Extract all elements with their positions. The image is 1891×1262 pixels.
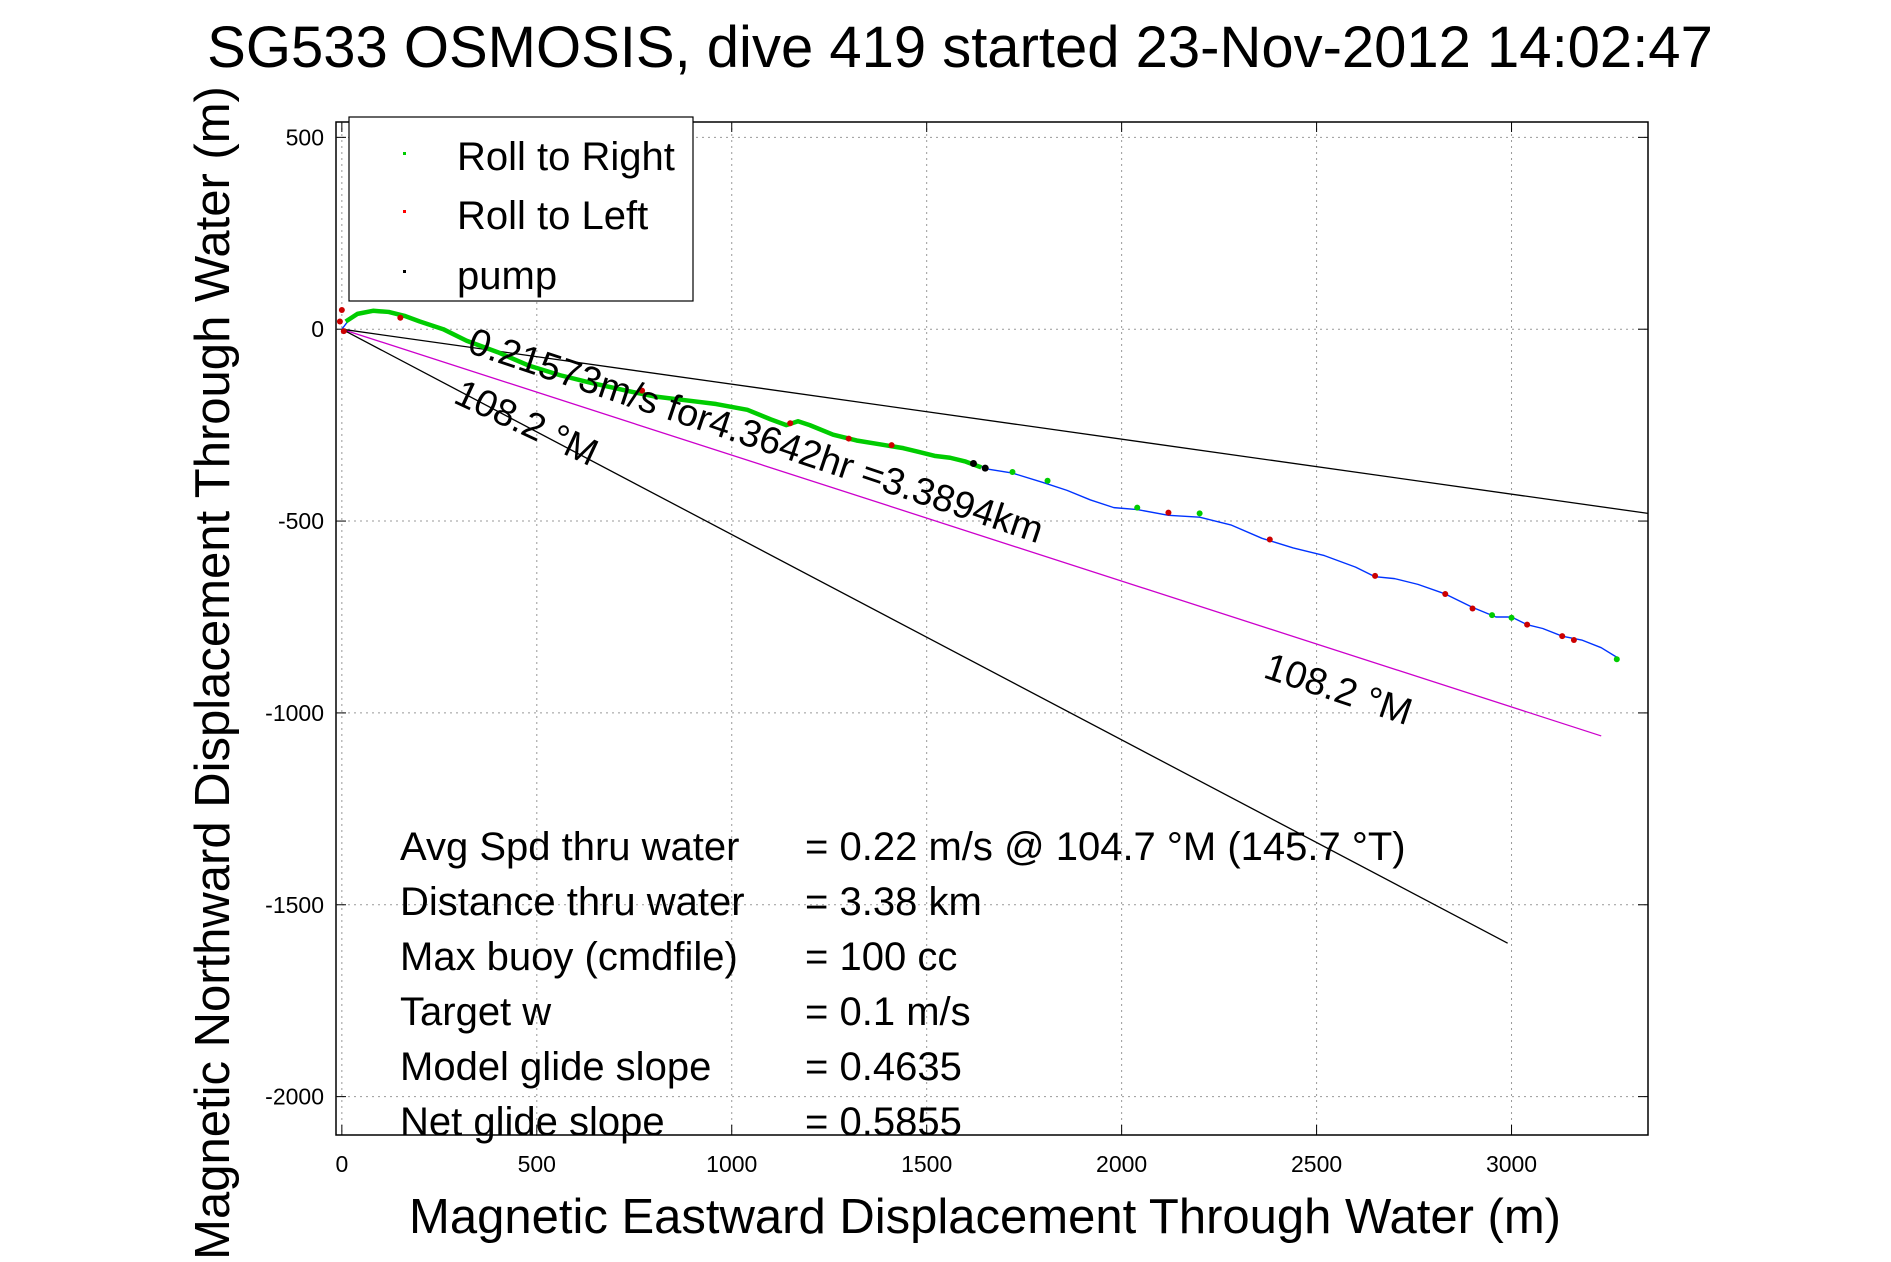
stat-value-distance: = 3.38 km xyxy=(805,880,982,924)
point-roll-left xyxy=(888,442,895,449)
grid-layer xyxy=(336,122,1648,1135)
point-roll-right xyxy=(1196,510,1203,517)
stat-value-net-glide: = 0.5855 xyxy=(805,1100,962,1144)
stat-label-model-glide: Model glide slope xyxy=(400,1045,711,1089)
legend-box xyxy=(348,116,694,302)
series-layer xyxy=(341,308,1618,658)
stat-label-avg-speed: Avg Spd thru water xyxy=(400,825,739,869)
point-roll-left xyxy=(1570,637,1577,644)
reference-line-2 xyxy=(341,328,1508,944)
stat-value-max-buoy: = 100 cc xyxy=(805,935,957,979)
y-tick-label: -500 xyxy=(278,508,324,534)
stat-value-avg-speed: = 0.22 m/s @ 104.7 °M (145.7 °T) xyxy=(805,825,1406,869)
points-layer xyxy=(336,307,1620,663)
legend-label-roll-right: Roll to Right xyxy=(457,135,675,179)
point-roll-right xyxy=(1613,656,1620,663)
stat-value-model-glide: = 0.4635 xyxy=(805,1045,962,1089)
point-roll-left xyxy=(1165,509,1172,516)
point-roll-left xyxy=(1469,605,1476,612)
x-tick-label: 3000 xyxy=(1486,1151,1537,1177)
legend-marker-roll-left xyxy=(403,210,406,213)
legend-label-pump: pump xyxy=(457,254,557,298)
reference-line-0 xyxy=(341,328,1602,737)
x-tick-label: 2500 xyxy=(1291,1151,1342,1177)
y-tick-label: 500 xyxy=(286,124,324,150)
point-roll-right xyxy=(1508,614,1515,621)
legend-marker-roll-right xyxy=(403,152,406,155)
y-tick-label: -2000 xyxy=(265,1084,324,1110)
point-roll-left xyxy=(1266,536,1273,543)
point-roll-left xyxy=(1524,621,1531,628)
series-line-roll_right_segment xyxy=(344,308,983,470)
point-roll-left xyxy=(1372,572,1379,579)
ticks-layer: 0 500 1000 1500 2000 2500 3000 500 0 -500 -1000 -15… xyxy=(265,122,1648,1177)
stat-label-net-glide: Net glide slope xyxy=(400,1100,665,1144)
stats-block: Avg Spd thru water = 0.22 m/s @ 104.7 °M… xyxy=(400,825,1406,1144)
point-roll-right xyxy=(1044,477,1051,484)
point-pump xyxy=(981,464,989,472)
point-roll-left xyxy=(1559,633,1566,640)
x-tick-label: 500 xyxy=(518,1151,556,1177)
legend-marker-pump xyxy=(403,270,406,273)
point-roll-right xyxy=(1009,468,1016,475)
point-roll-right xyxy=(1134,504,1141,511)
point-roll-left xyxy=(336,318,343,325)
y-axis-label: Magnetic Northward Displacement Through … xyxy=(186,86,240,1260)
point-roll-left xyxy=(787,420,794,427)
point-roll-left xyxy=(1442,590,1449,597)
y-tick-label: 0 xyxy=(311,316,324,342)
point-pump xyxy=(969,460,977,468)
point-roll-left xyxy=(639,387,646,394)
point-roll-left xyxy=(338,307,345,314)
y-tick-label: -1000 xyxy=(265,700,324,726)
point-roll-right xyxy=(1489,612,1496,619)
legend-label-roll-left: Roll to Left xyxy=(457,194,648,238)
x-axis-label: Magnetic Eastward Displacement Through W… xyxy=(409,1190,1561,1244)
x-tick-label: 1500 xyxy=(901,1151,952,1177)
x-tick-label: 1000 xyxy=(706,1151,757,1177)
chart-title: SG533 OSMOSIS, dive 419 started 23-Nov-2… xyxy=(207,15,1713,80)
stat-label-max-buoy: Max buoy (cmdfile) xyxy=(400,935,738,979)
stat-value-target-w: = 0.1 m/s xyxy=(805,990,971,1034)
x-tick-label: 2000 xyxy=(1096,1151,1147,1177)
point-roll-left xyxy=(845,435,852,442)
stat-label-distance: Distance thru water xyxy=(400,880,745,924)
x-tick-label: 0 xyxy=(335,1151,348,1177)
point-roll-left xyxy=(340,328,347,335)
reference-lines-layer xyxy=(341,328,1649,944)
y-tick-label: -1500 xyxy=(265,892,324,918)
reference-line-1 xyxy=(341,328,1649,515)
legend: Roll to Right Roll to Left pump xyxy=(348,116,694,302)
stat-label-target-w: Target w xyxy=(400,990,551,1034)
point-roll-left xyxy=(397,314,404,321)
